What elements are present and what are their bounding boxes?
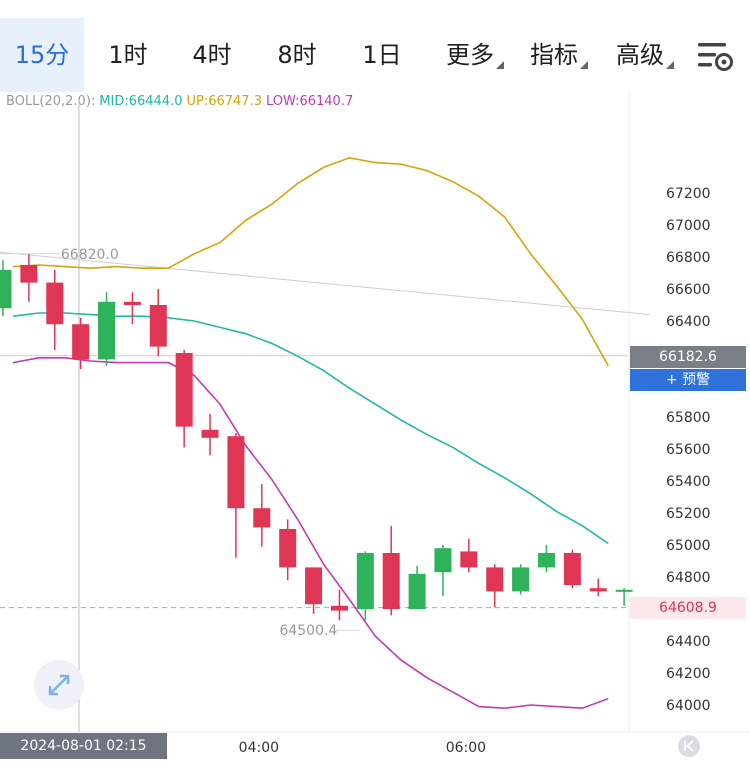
y-tick-label: 65200 (666, 506, 711, 522)
candle-body[interactable] (201, 429, 219, 438)
candle-body[interactable] (305, 567, 323, 605)
tab-advanced[interactable]: 高级 (610, 20, 680, 90)
trend-line (0, 251, 650, 316)
candle-body[interactable] (123, 301, 141, 305)
candle-body[interactable] (175, 353, 193, 427)
y-tick-label: 65400 (666, 474, 711, 490)
candle-body[interactable] (460, 551, 478, 568)
add-alert-button[interactable]: + 预警 (630, 369, 746, 391)
low-annotation: 64500.4 (279, 623, 337, 639)
x-tick-label: 06:00 (446, 740, 486, 756)
candle-body[interactable] (253, 508, 271, 528)
y-tick-label: 65600 (666, 442, 711, 458)
y-tick-label: 66600 (666, 282, 711, 298)
boll-lower-line (12, 356, 609, 710)
expand-chart-button[interactable] (34, 660, 84, 710)
boll-upper-line (12, 156, 609, 367)
boll-up-value: UP:66747.3 (186, 94, 262, 109)
last-price-badge: 66182.6 (630, 346, 746, 368)
timeframe-tab-bar: 15分 1时 4时 8时 1日 更多 指标 高级 (0, 0, 750, 92)
candle-body[interactable] (512, 567, 530, 592)
candle-body[interactable] (279, 529, 297, 568)
candle-body[interactable] (434, 548, 452, 573)
current-price-badge: 64608.9 (630, 597, 746, 619)
boll-label: BOLL(20,2.0): (6, 94, 96, 109)
y-tick-label: 64200 (666, 666, 711, 682)
y-tick-label: 64400 (666, 634, 711, 650)
boll-low-value: LOW:66140.7 (265, 94, 354, 109)
candle-body[interactable] (227, 436, 245, 509)
y-tick-label: 64000 (666, 698, 711, 714)
candle-body[interactable] (589, 588, 607, 592)
chart-settings-icon[interactable] (696, 40, 736, 74)
tab-1d[interactable]: 1日 (362, 41, 402, 69)
candle-body[interactable] (537, 553, 555, 568)
x-tick-label: 04:00 (239, 740, 279, 756)
boll-mid-value: MID:66444.0 (99, 94, 183, 109)
candle-body[interactable] (149, 305, 167, 347)
candle-body[interactable] (98, 301, 116, 360)
y-tick-label: 65000 (666, 538, 711, 554)
y-tick-label: 66800 (666, 250, 711, 266)
candle-body[interactable] (408, 573, 426, 609)
candle-body[interactable] (72, 324, 90, 360)
tab-indicators[interactable]: 指标 (524, 20, 594, 90)
dropdown-triangle-icon (666, 61, 674, 69)
y-tick-label: 65800 (666, 410, 711, 426)
candle-body[interactable] (382, 553, 400, 609)
boll-indicator-legend: BOLL(20,2.0): MID:66444.0 UP:66747.3 LOW:66… (6, 94, 353, 109)
tab-15m[interactable]: 15分 (0, 18, 84, 92)
tab-1h[interactable]: 1时 (108, 41, 148, 69)
candle-body[interactable] (0, 269, 12, 309)
scroll-to-latest-button[interactable] (678, 735, 700, 757)
expand-icon (48, 674, 70, 696)
y-tick-label: 66400 (666, 314, 711, 330)
y-tick-label: 64800 (666, 570, 711, 586)
tab-indicators-label: 指标 (530, 41, 578, 69)
dropdown-triangle-icon (580, 61, 588, 69)
candle-body[interactable] (20, 265, 38, 283)
tab-8h[interactable]: 8时 (277, 41, 317, 69)
candle-body[interactable] (563, 553, 581, 585)
tab-more-label: 更多 (446, 41, 494, 69)
y-tick-label: 67000 (666, 218, 711, 234)
dropdown-triangle-icon (496, 61, 504, 69)
high-annotation: 66820.0 (61, 247, 119, 263)
skip-back-icon (684, 740, 694, 752)
tab-4h[interactable]: 4时 (192, 41, 232, 69)
candle-body[interactable] (330, 605, 348, 611)
candle-body[interactable] (356, 553, 374, 609)
candle-body[interactable] (486, 567, 504, 592)
candle-body[interactable] (615, 589, 633, 592)
crosshair-datetime-label: 2024-08-01 02:15 (0, 733, 167, 759)
tab-advanced-label: 高级 (616, 41, 664, 69)
y-tick-label: 67200 (666, 186, 711, 202)
candle-body[interactable] (46, 282, 64, 325)
tab-more[interactable]: 更多 (440, 20, 510, 90)
